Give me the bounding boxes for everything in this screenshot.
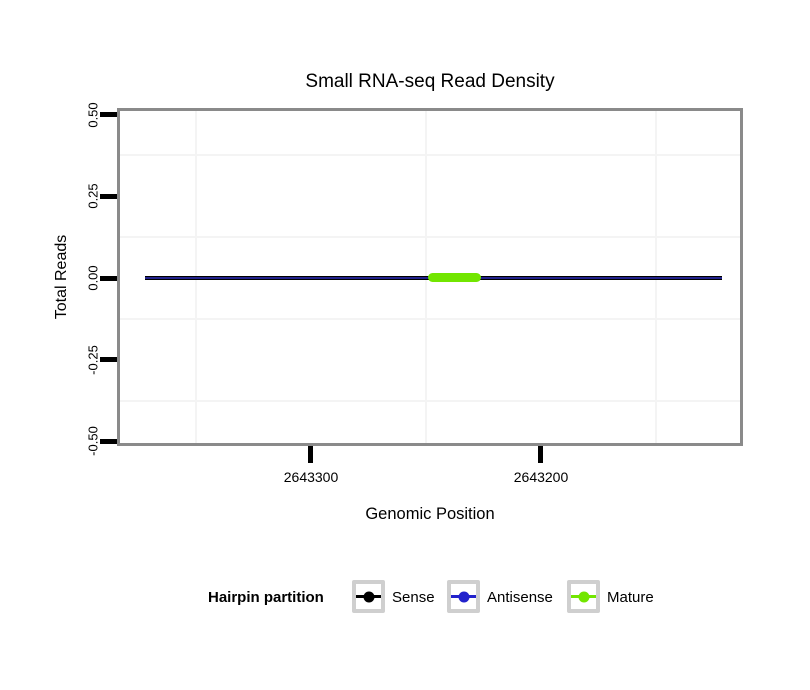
y-tick-label: 0.00 xyxy=(85,265,101,291)
legend-label-sense: Sense xyxy=(392,589,435,606)
x-tick-label: 2643300 xyxy=(283,469,339,485)
legend-label-mature: Mature xyxy=(607,589,654,606)
y-tick-label: 0.25 xyxy=(85,183,101,209)
x-tick xyxy=(308,446,313,463)
series-segment-mature xyxy=(428,273,481,282)
y-tick xyxy=(100,276,117,281)
x-axis-title: Genomic Position xyxy=(365,505,495,523)
legend-dot-mature xyxy=(578,591,589,602)
y-tick xyxy=(100,112,117,117)
legend-key-mature xyxy=(567,580,600,613)
y-tick xyxy=(100,439,117,444)
legend-dot-antisense xyxy=(458,591,469,602)
y-tick xyxy=(100,357,117,362)
y-axis-title: Total Reads xyxy=(53,234,70,320)
x-tick xyxy=(538,446,543,463)
y-tick-label: -0.25 xyxy=(85,345,101,375)
legend-label-antisense: Antisense xyxy=(487,589,553,606)
y-tick-label: 0.50 xyxy=(85,102,101,128)
y-tick xyxy=(100,194,117,199)
gridline-minor-h xyxy=(120,236,740,238)
legend-title: Hairpin partition xyxy=(208,589,324,606)
plot-panel xyxy=(117,108,743,446)
legend-dot-sense xyxy=(363,591,374,602)
chart-title: Small RNA-seq Read Density xyxy=(305,71,555,92)
x-tick-label: 2643200 xyxy=(513,469,569,485)
gridline-minor-h xyxy=(120,318,740,320)
legend-key-sense xyxy=(352,580,385,613)
y-tick-label: -0.50 xyxy=(85,426,101,456)
gridline-minor-h xyxy=(120,400,740,402)
gridline-minor-h xyxy=(120,154,740,156)
legend-key-antisense xyxy=(447,580,480,613)
